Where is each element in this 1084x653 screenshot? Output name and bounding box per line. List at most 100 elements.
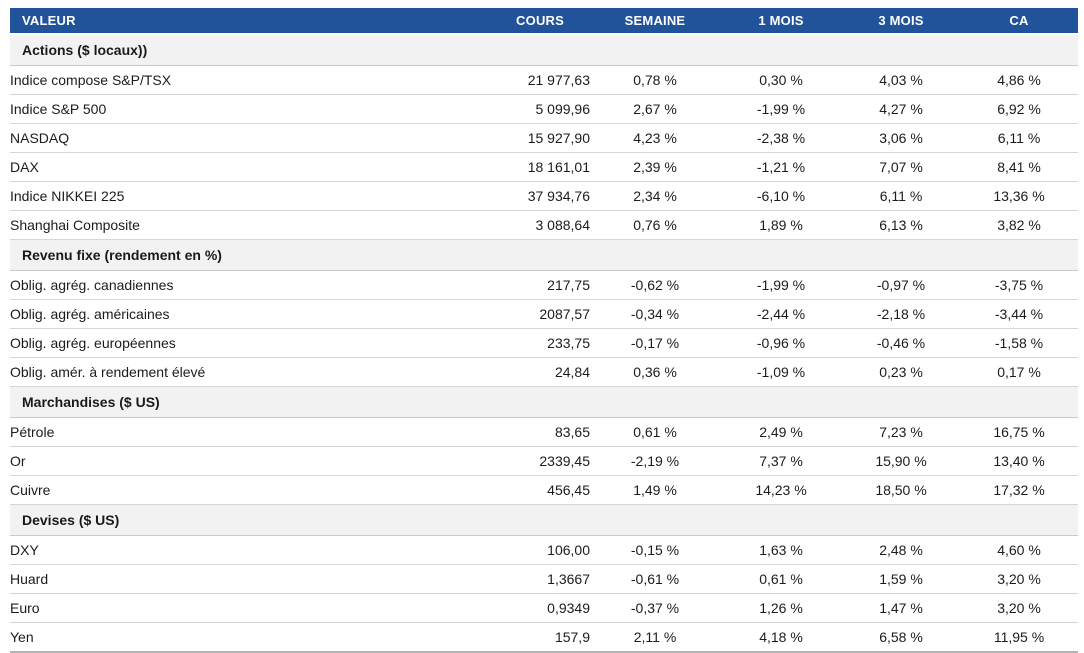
- pct-value-3mois: 4,27 %: [842, 94, 960, 124]
- pct-value-1mois: 1,26 %: [720, 593, 842, 623]
- pct-value-semaine: 2,11 %: [590, 622, 720, 653]
- table-row: Euro 0,9349 -0,37 % 1,26 % 1,47 % 3,20 %: [10, 593, 1078, 623]
- table-row: Oblig. amér. à rendement élevé 24,84 0,36 …: [10, 357, 1078, 387]
- cours-value: 106,00: [410, 535, 590, 565]
- value-name: Indice S&P 500: [10, 94, 410, 124]
- section-title: Revenu fixe (rendement en %): [10, 239, 1078, 271]
- pct-value-ca: 6,92 %: [960, 94, 1078, 124]
- table-row: NASDAQ 15 927,90 4,23 % -2,38 % 3,06 % 6,11 %: [10, 123, 1078, 153]
- pct-value-ca: 3,20 %: [960, 564, 1078, 594]
- pct-value-1mois: 14,23 %: [720, 475, 842, 505]
- pct-value-ca: 0,17 %: [960, 357, 1078, 387]
- pct-value-ca: -1,58 %: [960, 328, 1078, 358]
- pct-value-semaine: -2,19 %: [590, 446, 720, 476]
- pct-value-ca: 3,20 %: [960, 593, 1078, 623]
- table-row: DXY 106,00 -0,15 % 1,63 % 2,48 % 4,60 %: [10, 535, 1078, 565]
- pct-value-ca: 4,60 %: [960, 535, 1078, 565]
- value-name: Oblig. agrég. canadiennes: [10, 270, 410, 300]
- pct-value-semaine: 1,49 %: [590, 475, 720, 505]
- column-header-semaine: SEMAINE: [590, 8, 720, 35]
- cours-value: 217,75: [410, 270, 590, 300]
- pct-value-semaine: 0,36 %: [590, 357, 720, 387]
- pct-value-semaine: 0,78 %: [590, 65, 720, 95]
- cours-value: 0,9349: [410, 593, 590, 623]
- pct-value-semaine: 2,39 %: [590, 152, 720, 182]
- pct-value-1mois: 0,30 %: [720, 65, 842, 95]
- cours-value: 2339,45: [410, 446, 590, 476]
- pct-value-ca: 13,36 %: [960, 181, 1078, 211]
- section-header-row: Revenu fixe (rendement en %): [10, 239, 1078, 271]
- pct-value-1mois: 7,37 %: [720, 446, 842, 476]
- pct-value-1mois: 1,89 %: [720, 210, 842, 240]
- pct-value-1mois: -1,21 %: [720, 152, 842, 182]
- pct-value-ca: 11,95 %: [960, 622, 1078, 653]
- section-header-row: Actions ($ locaux)): [10, 33, 1078, 66]
- pct-value-3mois: 0,23 %: [842, 357, 960, 387]
- cours-value: 1,3667: [410, 564, 590, 594]
- market-report: VALEUR COURS SEMAINE 1 MOIS 3 MOIS CA Ac…: [10, 8, 1078, 653]
- pct-value-3mois: 6,11 %: [842, 181, 960, 211]
- value-name: Or: [10, 446, 410, 476]
- value-name: Pétrole: [10, 417, 410, 447]
- pct-value-1mois: -1,09 %: [720, 357, 842, 387]
- section-title: Devises ($ US): [10, 504, 1078, 536]
- column-header-3mois: 3 MOIS: [842, 8, 960, 35]
- value-name: Shanghai Composite: [10, 210, 410, 240]
- section-header-row: Marchandises ($ US): [10, 386, 1078, 418]
- pct-value-semaine: -0,37 %: [590, 593, 720, 623]
- table-row: Yen 157,9 2,11 % 4,18 % 6,58 % 11,95 %: [10, 622, 1078, 653]
- value-name: DAX: [10, 152, 410, 182]
- header-row: VALEUR COURS SEMAINE 1 MOIS 3 MOIS CA: [10, 8, 1078, 35]
- value-name: Yen: [10, 622, 410, 653]
- pct-value-3mois: -2,18 %: [842, 299, 960, 329]
- pct-value-3mois: 7,07 %: [842, 152, 960, 182]
- table-row: Pétrole 83,65 0,61 % 2,49 % 7,23 % 16,75 %: [10, 417, 1078, 447]
- table-row: Shanghai Composite 3 088,64 0,76 % 1,89 % 6,…: [10, 210, 1078, 240]
- table-row: DAX 18 161,01 2,39 % -1,21 % 7,07 % 8,41 %: [10, 152, 1078, 182]
- value-name: Euro: [10, 593, 410, 623]
- value-name: Oblig. agrég. européennes: [10, 328, 410, 358]
- cours-value: 83,65: [410, 417, 590, 447]
- pct-value-1mois: 4,18 %: [720, 622, 842, 653]
- cours-value: 2087,57: [410, 299, 590, 329]
- pct-value-3mois: 18,50 %: [842, 475, 960, 505]
- value-name: NASDAQ: [10, 123, 410, 153]
- table-row: Oblig. agrég. européennes 233,75 -0,17 % -0…: [10, 328, 1078, 358]
- value-name: DXY: [10, 535, 410, 565]
- pct-value-1mois: -2,38 %: [720, 123, 842, 153]
- pct-value-3mois: -0,97 %: [842, 270, 960, 300]
- cours-value: 3 088,64: [410, 210, 590, 240]
- pct-value-3mois: 2,48 %: [842, 535, 960, 565]
- pct-value-ca: 13,40 %: [960, 446, 1078, 476]
- table-row: Oblig. agrég. canadiennes 217,75 -0,62 % -1…: [10, 270, 1078, 300]
- column-header-ca: CA: [960, 8, 1078, 35]
- table-row: Or 2339,45 -2,19 % 7,37 % 15,90 % 13,40 %: [10, 446, 1078, 476]
- pct-value-1mois: -6,10 %: [720, 181, 842, 211]
- pct-value-1mois: 0,61 %: [720, 564, 842, 594]
- value-name: Oblig. agrég. américaines: [10, 299, 410, 329]
- pct-value-3mois: 3,06 %: [842, 123, 960, 153]
- pct-value-semaine: 0,76 %: [590, 210, 720, 240]
- section-title: Marchandises ($ US): [10, 386, 1078, 418]
- table-row: Cuivre 456,45 1,49 % 14,23 % 18,50 % 17,32 %: [10, 475, 1078, 505]
- market-table: VALEUR COURS SEMAINE 1 MOIS 3 MOIS CA Ac…: [10, 8, 1078, 653]
- pct-value-semaine: -0,62 %: [590, 270, 720, 300]
- table-header: VALEUR COURS SEMAINE 1 MOIS 3 MOIS CA: [10, 8, 1078, 35]
- table-row: Huard 1,3667 -0,61 % 0,61 % 1,59 % 3,20 %: [10, 564, 1078, 594]
- pct-value-semaine: -0,17 %: [590, 328, 720, 358]
- section-title: Actions ($ locaux)): [10, 33, 1078, 66]
- pct-value-semaine: 4,23 %: [590, 123, 720, 153]
- pct-value-ca: -3,75 %: [960, 270, 1078, 300]
- cours-value: 15 927,90: [410, 123, 590, 153]
- pct-value-3mois: 1,59 %: [842, 564, 960, 594]
- section-header-row: Devises ($ US): [10, 504, 1078, 536]
- pct-value-ca: 4,86 %: [960, 65, 1078, 95]
- pct-value-3mois: -0,46 %: [842, 328, 960, 358]
- pct-value-semaine: 0,61 %: [590, 417, 720, 447]
- value-name: Indice NIKKEI 225: [10, 181, 410, 211]
- pct-value-semaine: -0,34 %: [590, 299, 720, 329]
- cours-value: 24,84: [410, 357, 590, 387]
- pct-value-3mois: 4,03 %: [842, 65, 960, 95]
- cours-value: 5 099,96: [410, 94, 590, 124]
- pct-value-3mois: 1,47 %: [842, 593, 960, 623]
